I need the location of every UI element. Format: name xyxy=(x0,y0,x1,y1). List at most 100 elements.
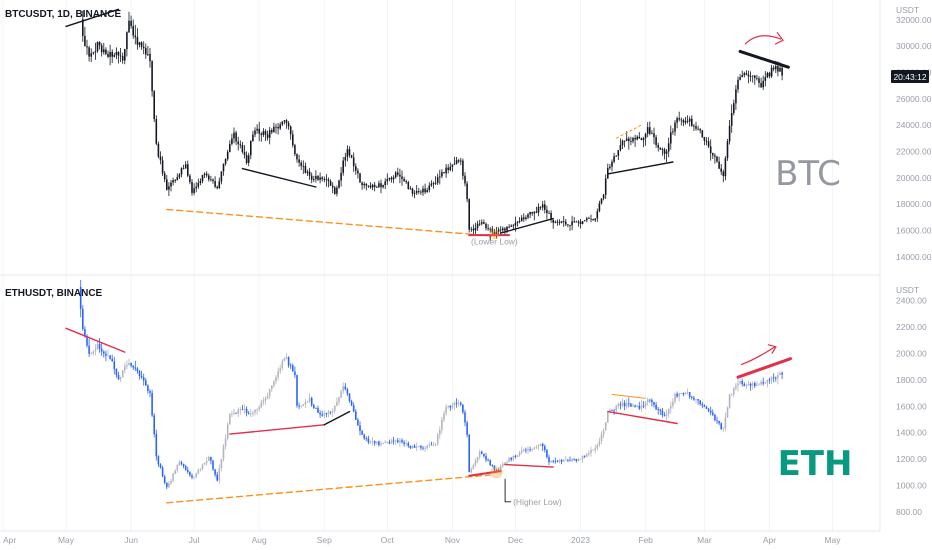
btc-candle-body xyxy=(399,174,401,177)
eth-candle-body xyxy=(350,401,353,406)
btc-candle-body xyxy=(567,224,569,226)
btc-candle-body xyxy=(386,179,389,182)
btc-candle-body xyxy=(205,173,208,176)
eth-candle-body xyxy=(119,377,122,380)
trendlines xyxy=(65,8,792,504)
eth-candle-body xyxy=(86,335,88,346)
btc-candle-body xyxy=(203,173,206,175)
eth-candle-body xyxy=(407,443,410,446)
btc-candle-body xyxy=(182,168,185,170)
btc-candle-body xyxy=(537,206,540,213)
btc-candle-body xyxy=(432,183,435,184)
eth-candle-body xyxy=(105,353,107,356)
btc-candles xyxy=(82,10,783,239)
eth-candle-body xyxy=(172,473,174,481)
btc-candle-body xyxy=(434,182,437,184)
eth-candle-body xyxy=(676,393,678,397)
btc-candle-body xyxy=(588,218,590,220)
btc-candle-body xyxy=(613,156,615,162)
eth-trendline xyxy=(468,470,502,477)
eth-candle-body xyxy=(168,483,170,488)
btc-candle-body xyxy=(111,52,113,57)
eth-candle-body xyxy=(258,407,260,410)
btc-candle-body xyxy=(325,178,328,180)
eth-candle-body xyxy=(329,411,332,413)
btc-candle-body xyxy=(216,186,218,189)
btc-candle-body xyxy=(781,67,783,76)
btc-candle-body xyxy=(659,147,662,150)
eth-candle-body xyxy=(695,399,697,400)
btc-candle-body xyxy=(504,228,506,231)
eth-candle-body xyxy=(252,412,254,414)
btc-candle-body xyxy=(262,131,265,135)
btc-candle-body xyxy=(126,32,128,50)
btc-candle-body xyxy=(516,221,519,223)
eth-candle-body xyxy=(560,460,563,462)
x-tick-label: 2023 xyxy=(571,535,590,545)
eth-candle-body xyxy=(262,400,265,403)
btc-candle-body xyxy=(187,164,189,176)
x-axis: Apr May Jun Jul Aug Sep Oct Nov Dec 2023 Feb Mar Apr… xyxy=(3,535,841,545)
eth-candle-body xyxy=(600,434,603,441)
btc-candle-body xyxy=(264,131,267,135)
eth-trendline xyxy=(229,424,325,435)
eth-candle-body xyxy=(697,399,699,401)
btc-candle-body xyxy=(678,118,680,120)
btc-candle-body xyxy=(733,103,735,114)
eth-candle-body xyxy=(182,463,185,467)
btc-candle-body xyxy=(327,179,330,182)
btc-candle-body xyxy=(292,134,294,146)
btc-candle-body xyxy=(277,127,279,129)
btc-candle-body xyxy=(661,149,664,151)
btc-candle-body xyxy=(310,175,313,180)
btc-candle-body xyxy=(470,228,473,230)
btc-candle-body xyxy=(483,222,485,224)
eth-candle-body xyxy=(94,349,97,352)
eth-candle-body xyxy=(373,441,376,444)
btc-candle-body xyxy=(636,136,638,140)
btc-candle-body xyxy=(628,138,630,142)
btc-candle-body xyxy=(254,130,256,135)
eth-ytick: 1200.00 xyxy=(896,454,927,464)
eth-candle-body xyxy=(82,308,84,329)
btc-candle-body xyxy=(531,211,533,214)
btc-candle-body xyxy=(693,125,695,127)
eth-candle-body xyxy=(355,411,357,420)
eth-candle-body xyxy=(420,445,422,448)
btc-candle-body xyxy=(764,77,767,81)
eth-candle-body xyxy=(674,393,676,402)
btc-candle-body xyxy=(340,172,342,181)
eth-candle-body xyxy=(376,441,378,444)
btc-candle-body xyxy=(86,46,88,48)
eth-candle-body xyxy=(365,438,368,440)
btc-candle-body xyxy=(449,166,452,171)
btc-candle-body xyxy=(766,72,769,78)
btc-candle-body xyxy=(397,172,399,175)
y-axis: 32000.0030000.0028000.0026000.0024000.00… xyxy=(896,15,932,517)
btc-candle-body xyxy=(376,187,378,188)
btc-candle-body xyxy=(357,170,359,174)
btc-candle-body xyxy=(98,42,101,46)
eth-candle-body xyxy=(693,397,695,400)
eth-candle-body xyxy=(642,405,645,407)
btc-candle-body xyxy=(655,137,657,145)
btc-candle-body xyxy=(535,211,538,213)
eth-candle-body xyxy=(741,381,743,384)
eth-candle-body xyxy=(302,404,305,406)
eth-candle-body xyxy=(382,443,384,444)
btc-candle-body xyxy=(199,181,202,183)
btc-candle-body xyxy=(428,185,431,191)
btc-candle-body xyxy=(670,132,672,144)
eth-candle-body xyxy=(294,371,296,376)
btc-candle-body xyxy=(283,120,286,122)
btc-candle-body xyxy=(168,186,170,190)
btc-candle-body xyxy=(121,56,124,61)
btc-candle-body xyxy=(460,160,462,162)
btc-curved-arrow xyxy=(744,35,782,45)
price-label-text: 20:43:12 xyxy=(893,72,926,82)
btc-candle-body xyxy=(514,222,517,226)
btc-candle-body xyxy=(667,143,670,152)
eth-candle-body xyxy=(686,392,689,393)
btc-candle-body xyxy=(378,183,380,187)
eth-candle-body xyxy=(768,379,771,381)
